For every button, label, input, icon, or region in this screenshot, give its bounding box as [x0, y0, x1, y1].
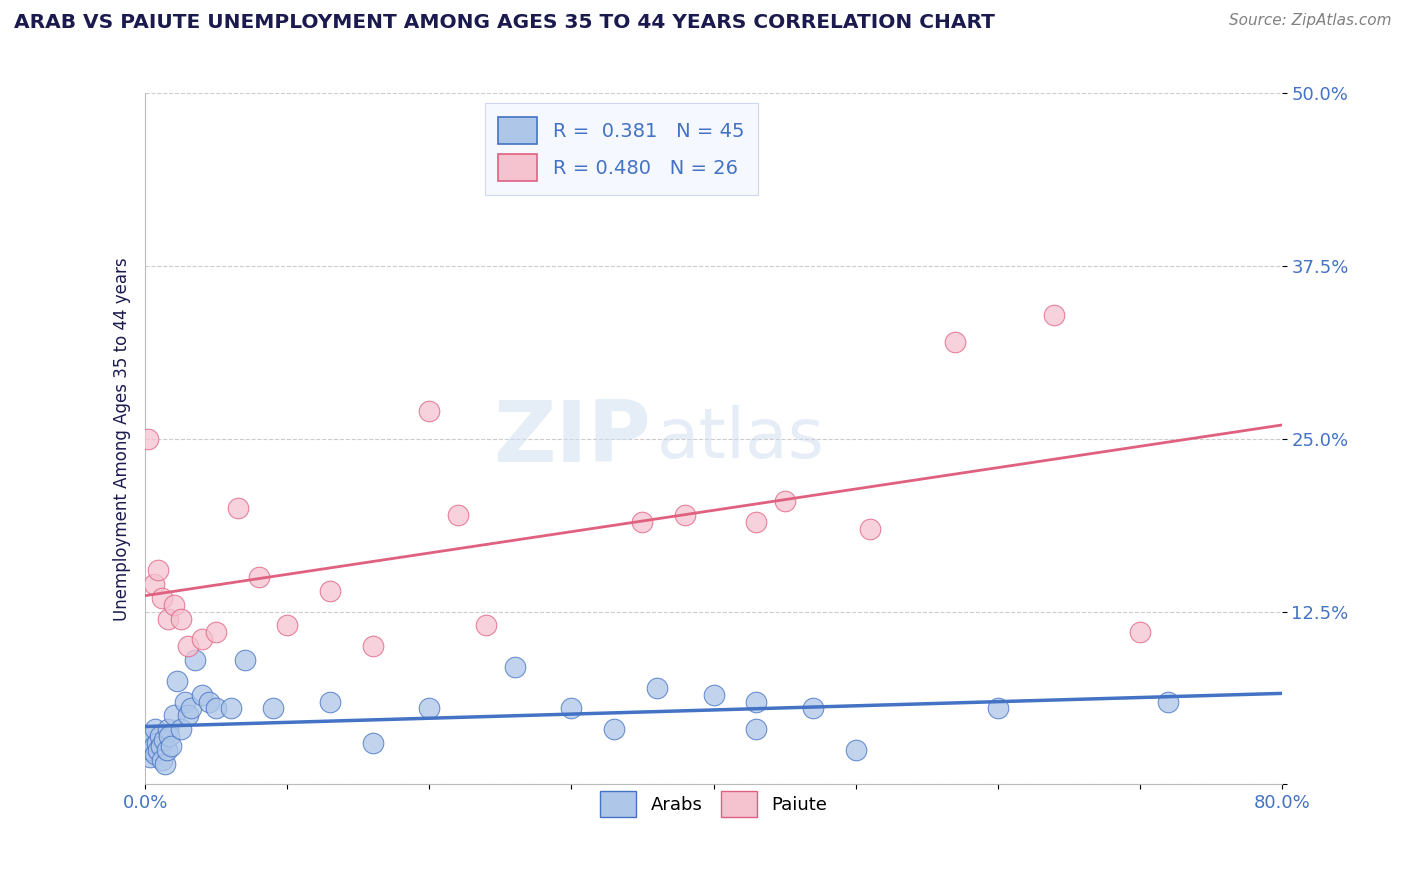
Point [191, 688, 214, 702]
Point [845, 743, 868, 757]
Point [184, 653, 207, 667]
Point [361, 639, 384, 653]
Point [631, 515, 654, 529]
Text: atlas: atlas [657, 405, 824, 473]
Point [673, 508, 696, 522]
Point [149, 739, 172, 753]
Point [418, 404, 440, 418]
Point [205, 701, 228, 715]
Point [198, 694, 221, 708]
Point [745, 722, 768, 736]
Point [153, 756, 176, 771]
Point [146, 563, 169, 577]
Point [150, 591, 173, 605]
Text: ARAB VS PAIUTE UNEMPLOYMENT AMONG AGES 35 TO 44 YEARS CORRELATION CHART: ARAB VS PAIUTE UNEMPLOYMENT AMONG AGES 3… [14, 13, 995, 32]
Point [138, 749, 160, 764]
Point [233, 653, 256, 667]
Point [361, 736, 384, 750]
Point [560, 701, 582, 715]
Point [1129, 625, 1152, 640]
Point [166, 673, 188, 688]
Point [177, 639, 200, 653]
Point [276, 618, 298, 632]
Point [157, 611, 180, 625]
Point [143, 722, 166, 736]
Point [145, 736, 167, 750]
Point [418, 701, 440, 715]
Point [177, 708, 200, 723]
Text: ZIP: ZIP [494, 398, 651, 481]
Point [159, 729, 181, 743]
Point [1157, 694, 1180, 708]
Point [180, 701, 202, 715]
Point [163, 598, 186, 612]
Point [262, 701, 284, 715]
Point [247, 570, 270, 584]
Legend: Arabs, Paiute: Arabs, Paiute [593, 784, 834, 824]
Y-axis label: Unemployment Among Ages 35 to 44 years: Unemployment Among Ages 35 to 44 years [114, 257, 131, 621]
Point [702, 688, 724, 702]
Point [139, 743, 162, 757]
Point [191, 632, 214, 647]
Point [150, 753, 173, 767]
Point [645, 681, 668, 695]
Point [219, 701, 242, 715]
Point [163, 708, 186, 723]
Point [745, 515, 768, 529]
Point [603, 722, 626, 736]
Point [156, 743, 179, 757]
Point [141, 729, 163, 743]
Point [152, 733, 174, 747]
Point [773, 494, 796, 508]
Point [136, 432, 159, 446]
Point [745, 694, 768, 708]
Point [148, 729, 170, 743]
Point [447, 508, 470, 522]
Point [226, 501, 249, 516]
Point [801, 701, 824, 715]
Point [143, 747, 166, 761]
Point [859, 522, 882, 536]
Point [170, 611, 193, 625]
Point [142, 739, 165, 753]
Point [157, 722, 180, 736]
Point [319, 694, 342, 708]
Point [943, 335, 966, 350]
Point [205, 625, 228, 640]
Point [160, 739, 183, 753]
Point [503, 660, 526, 674]
Point [142, 577, 165, 591]
Point [1043, 308, 1066, 322]
Point [170, 722, 193, 736]
Point [146, 743, 169, 757]
Point [174, 694, 197, 708]
Text: Source: ZipAtlas.com: Source: ZipAtlas.com [1229, 13, 1392, 29]
Point [136, 736, 159, 750]
Point [319, 583, 342, 598]
Point [987, 701, 1010, 715]
Point [475, 618, 498, 632]
